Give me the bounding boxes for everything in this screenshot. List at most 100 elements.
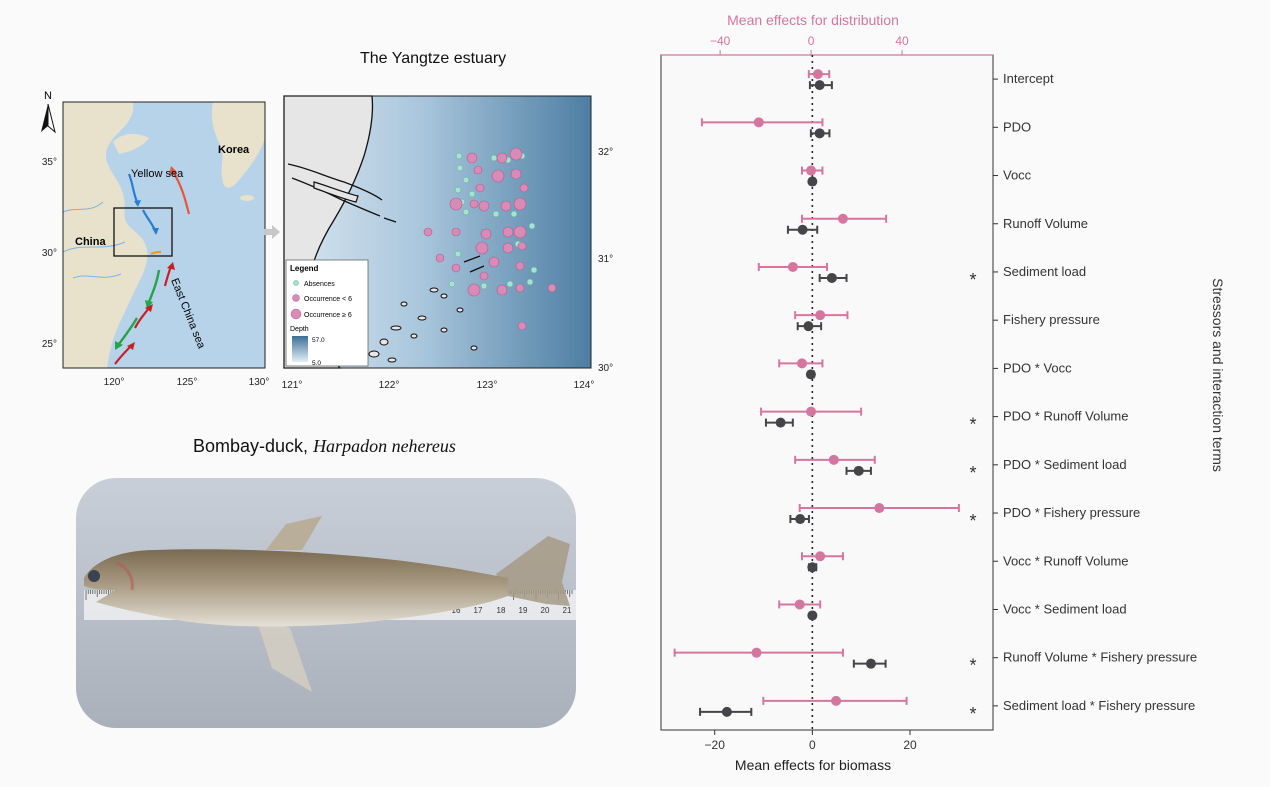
ruler-label: 20 <box>541 606 550 615</box>
ruler-label: 16 <box>452 606 461 615</box>
distribution-point <box>806 165 817 176</box>
fish-photo-title: Bombay-duck, Harpadon nehereus <box>193 436 456 456</box>
term-label: Sediment load * Fishery pressure <box>1003 698 1195 713</box>
yellow-sea-label: Yellow sea <box>131 168 184 180</box>
lon-tick: 120° <box>104 377 125 388</box>
term-label: Vocc <box>1003 168 1032 183</box>
distribution-point <box>831 695 842 706</box>
plot-frame <box>660 54 994 731</box>
top-tick-label: 0 <box>808 34 815 48</box>
depth-max: 57.0 <box>312 337 325 344</box>
legend-depth-title: Depth <box>290 326 309 333</box>
china-label: China <box>75 236 106 248</box>
estuary-map-title: The Yangtze estuary <box>360 50 507 67</box>
bottom-tick-label: 20 <box>903 738 917 752</box>
biomass-point <box>807 610 818 621</box>
fish-body <box>84 549 508 627</box>
distribution-point <box>796 358 807 369</box>
lon-tick: 122° <box>379 380 400 391</box>
bottom-tick-label: −20 <box>705 738 726 752</box>
top-tick-label: 40 <box>895 34 909 48</box>
distribution-point <box>815 310 826 321</box>
biomass-point <box>807 562 818 573</box>
fish-photo: 12 13 14 15 16 17 18 19 20 21 <box>76 478 576 728</box>
lon-tick: 123° <box>477 380 498 391</box>
legend-title: Legend <box>290 264 319 273</box>
chongming-island <box>313 181 359 203</box>
term-label: PDO <box>1003 119 1031 134</box>
distribution-point <box>874 503 885 514</box>
term-label: Sediment load <box>1003 264 1086 279</box>
side-axis-title: Stressors and interaction terms <box>1210 278 1226 472</box>
term-label: PDO * Runoff Volume <box>1003 409 1129 424</box>
term-label: Vocc * Runoff Volume <box>1003 553 1129 568</box>
distribution-point <box>815 551 826 562</box>
top-axis-title: Mean effects for distribution <box>727 12 899 28</box>
term-label: Runoff Volume * Fishery pressure <box>1003 650 1197 665</box>
depth-colorbar <box>292 336 308 362</box>
significance-star: * <box>969 656 976 676</box>
biomass-point <box>797 224 808 235</box>
biomass-point <box>803 321 814 332</box>
ruler-label: 21 <box>563 606 572 615</box>
korea-land <box>211 102 265 188</box>
legend-occurrence-ge6: Occurrence ≥ 6 <box>304 312 352 319</box>
lat-tick: 30° <box>42 248 57 259</box>
depth-min: 5.0 <box>312 360 321 367</box>
species-name: Harpadon nehereus <box>313 436 456 456</box>
term-label: PDO * Fishery pressure <box>1003 505 1140 520</box>
significance-star: * <box>969 415 976 435</box>
term-label: PDO * Vocc <box>1003 360 1072 375</box>
lon-tick: 121° <box>282 380 303 391</box>
biomass-point <box>814 80 825 91</box>
lat-tick: 25° <box>42 339 57 350</box>
lat-tick: 31° <box>598 254 613 265</box>
lat-tick: 32° <box>598 147 613 158</box>
biomass-point <box>853 465 864 476</box>
lon-tick: 130° <box>249 377 270 388</box>
fish-illustration: 12 13 14 15 16 17 18 19 20 21 <box>84 516 576 692</box>
ruler-label: 19 <box>519 606 528 615</box>
lat-tick: 35° <box>42 157 57 168</box>
distribution-point <box>794 599 805 610</box>
biomass-point <box>721 706 732 717</box>
biomass-point <box>826 272 837 283</box>
distribution-point <box>828 454 839 465</box>
distribution-point <box>787 261 798 272</box>
occurrence-points <box>423 147 557 331</box>
ruler-label: 17 <box>474 606 483 615</box>
term-label: Vocc * Sediment load <box>1003 601 1127 616</box>
estuary-map: Legend Absences Occurrence < 6 Occurrenc… <box>282 95 613 391</box>
biomass-point <box>865 658 876 669</box>
term-label: Fishery pressure <box>1003 312 1100 327</box>
bottom-tick-label: 0 <box>809 738 816 752</box>
biomass-point <box>805 369 816 380</box>
significance-star: * <box>969 704 976 724</box>
effects-chart: Mean effects for distribution Mean effec… <box>660 12 1226 773</box>
regional-map: N Korea Yellow <box>41 90 270 388</box>
study-area-box <box>113 207 173 257</box>
biomass-point <box>775 417 786 428</box>
lat-tick: 30° <box>598 363 613 374</box>
north-arrow-icon <box>41 104 48 132</box>
north-label: N <box>44 90 52 102</box>
distribution-point <box>812 69 823 80</box>
ruler-label: 18 <box>497 606 506 615</box>
biomass-point <box>795 514 806 525</box>
legend-occurrence-lt6: Occurrence < 6 <box>304 296 352 303</box>
lon-tick: 125° <box>177 377 198 388</box>
bottom-axis-title: Mean effects for biomass <box>735 757 891 773</box>
distribution-point <box>806 406 817 417</box>
term-label: PDO * Sediment load <box>1003 457 1127 472</box>
lon-tick: 124° <box>574 380 595 391</box>
distribution-point <box>751 647 762 658</box>
korea-label: Korea <box>218 144 250 156</box>
legend-absences: Absences <box>304 281 335 288</box>
map-legend: Legend Absences Occurrence < 6 Occurrenc… <box>285 259 369 367</box>
top-tick-label: −40 <box>710 34 731 48</box>
significance-star: * <box>969 463 976 483</box>
biomass-point <box>807 176 818 187</box>
significance-star: * <box>969 270 976 290</box>
distribution-point <box>753 117 764 128</box>
china-land <box>63 102 148 368</box>
